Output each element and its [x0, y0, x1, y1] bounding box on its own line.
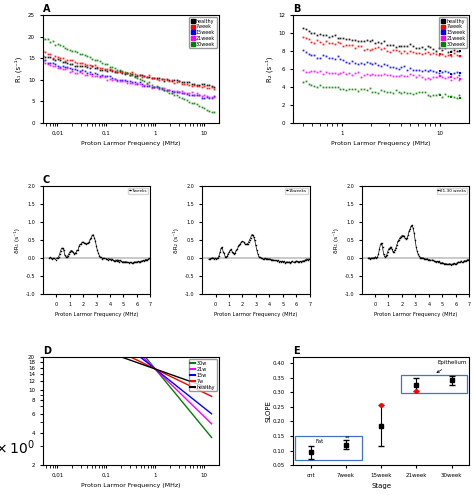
Legend: healthy, 7week, 15week, 21week, 30week: healthy, 7week, 15week, 21week, 30week: [189, 17, 217, 48]
Legend: 15weeks: 15weeks: [285, 188, 308, 194]
Y-axis label: δR₁ (s⁻¹): δR₁ (s⁻¹): [14, 228, 20, 252]
Legend: 21-30 weeks: 21-30 weeks: [437, 188, 467, 194]
X-axis label: Proton Larmor Frequency (MHz): Proton Larmor Frequency (MHz): [331, 142, 431, 147]
X-axis label: Proton Larmor Frequency (MHz): Proton Larmor Frequency (MHz): [374, 312, 457, 317]
Bar: [295, 436, 362, 460]
Text: D: D: [43, 346, 51, 356]
Legend: 7weeks: 7weeks: [128, 188, 148, 194]
Text: C: C: [43, 175, 50, 185]
X-axis label: Proton Larmor Frequency (MHz): Proton Larmor Frequency (MHz): [55, 312, 138, 317]
Text: B: B: [293, 4, 301, 14]
Y-axis label: δR₁ (s⁻¹): δR₁ (s⁻¹): [333, 228, 339, 252]
X-axis label: Proton Larmor Frequency (MHz): Proton Larmor Frequency (MHz): [214, 312, 298, 317]
Text: Fat: Fat: [316, 440, 324, 445]
Y-axis label: R₂ (s⁻¹): R₂ (s⁻¹): [265, 56, 273, 82]
Legend: 30w, 21w, 15w, 7w, healthy: 30w, 21w, 15w, 7w, healthy: [189, 359, 217, 391]
Text: E: E: [293, 346, 300, 356]
Y-axis label: SLOPE: SLOPE: [266, 400, 272, 422]
Text: A: A: [43, 4, 50, 14]
Text: **: **: [345, 436, 350, 441]
X-axis label: Stage: Stage: [371, 484, 391, 490]
Y-axis label: δR₂ (s⁻¹): δR₂ (s⁻¹): [173, 228, 179, 252]
Text: Epithelium: Epithelium: [437, 360, 467, 373]
X-axis label: Proton Larmor Frequency (MHz): Proton Larmor Frequency (MHz): [81, 142, 181, 147]
Legend: healthy, 7week, 15week, 21week, 30week: healthy, 7week, 15week, 21week, 30week: [439, 17, 467, 48]
X-axis label: Proton Larmor Frequency (MHz): Proton Larmor Frequency (MHz): [81, 484, 181, 489]
Y-axis label: R₁ (s⁻¹): R₁ (s⁻¹): [15, 56, 22, 82]
Bar: [401, 375, 467, 393]
